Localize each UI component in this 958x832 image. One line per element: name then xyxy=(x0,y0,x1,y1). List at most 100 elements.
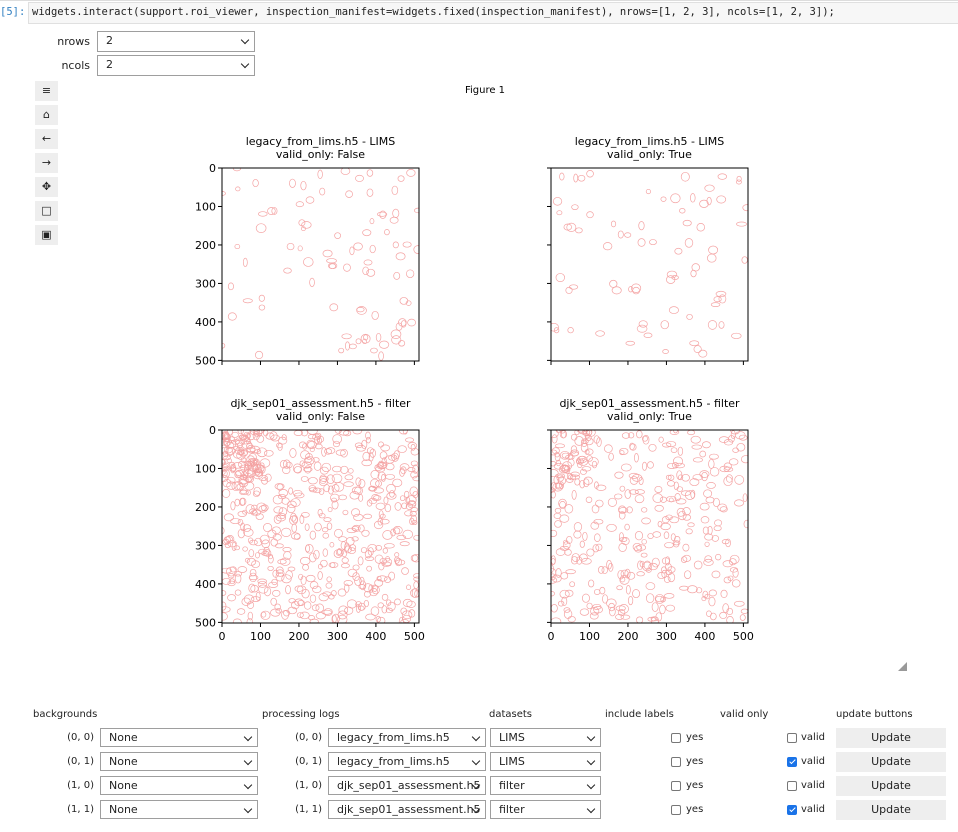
roi xyxy=(226,481,237,490)
roi xyxy=(360,333,371,344)
update-button[interactable]: Update xyxy=(836,776,946,796)
checkbox[interactable] xyxy=(671,757,681,767)
dropdown[interactable]: None xyxy=(100,752,258,771)
toolbar-button[interactable]: ▣ xyxy=(35,225,58,245)
checkbox[interactable] xyxy=(671,733,681,743)
roi xyxy=(690,193,696,203)
roi xyxy=(736,221,747,227)
roi xyxy=(708,596,716,607)
roi xyxy=(323,517,332,522)
roi xyxy=(255,223,267,233)
roi xyxy=(305,453,313,460)
checkbox[interactable] xyxy=(787,757,797,767)
roi xyxy=(337,610,348,620)
roi xyxy=(375,502,386,510)
checkbox[interactable] xyxy=(671,781,681,791)
roi xyxy=(685,528,693,535)
roi xyxy=(318,593,329,602)
figure: Figure 1 legacy_from_lims.h5 - LIMSvalid… xyxy=(195,85,907,671)
roi xyxy=(379,451,388,460)
roi xyxy=(239,489,249,496)
toolbar-button[interactable]: ✥ xyxy=(35,177,58,197)
toolbar-button[interactable]: ⌂ xyxy=(35,105,58,125)
roi xyxy=(268,581,279,588)
toolbar-button[interactable]: □ xyxy=(35,201,58,221)
roi xyxy=(313,549,320,560)
update-button[interactable]: Update xyxy=(836,800,946,820)
roi xyxy=(670,193,681,204)
roi xyxy=(243,594,255,604)
roi xyxy=(278,436,288,445)
roi xyxy=(593,588,601,595)
resize-handle[interactable] xyxy=(898,662,907,671)
roi xyxy=(315,612,326,620)
roi xyxy=(358,479,366,488)
dropdown[interactable]: None xyxy=(100,728,258,747)
toolbar-button[interactable]: ≡ xyxy=(35,81,58,101)
dropdown[interactable]: None xyxy=(100,800,258,819)
roi xyxy=(312,487,322,494)
dropdown[interactable]: djk_sep01_assessment.h5 xyxy=(328,800,486,819)
roi xyxy=(413,576,419,582)
update-button[interactable]: Update xyxy=(836,752,946,772)
roi xyxy=(315,443,323,450)
roi xyxy=(300,450,310,460)
roi xyxy=(241,471,249,478)
roi xyxy=(251,509,262,516)
dropdown[interactable]: LIMS xyxy=(490,728,601,747)
roi xyxy=(231,542,237,551)
y-tick-label: 300 xyxy=(195,539,216,552)
roi xyxy=(732,568,739,578)
toolbar-button[interactable]: ← xyxy=(35,129,58,149)
roi xyxy=(551,461,557,467)
roi xyxy=(652,531,662,538)
roi xyxy=(641,539,647,545)
checkbox[interactable] xyxy=(671,805,681,815)
dropdown[interactable]: filter xyxy=(490,800,601,819)
roi xyxy=(659,496,668,503)
roi xyxy=(261,550,270,556)
roi xyxy=(659,604,666,615)
roi xyxy=(347,568,358,577)
roi xyxy=(408,609,416,618)
roi xyxy=(699,502,710,511)
dropdown[interactable]: LIMS xyxy=(490,752,601,771)
roi xyxy=(726,607,734,616)
dropdown[interactable]: None xyxy=(100,776,258,795)
roi xyxy=(595,543,603,551)
roi xyxy=(365,436,371,444)
roi xyxy=(669,516,680,524)
roi xyxy=(731,579,741,588)
dropdown[interactable]: djk_sep01_assessment.h5 xyxy=(328,776,486,795)
roi xyxy=(407,442,418,450)
roi xyxy=(649,239,657,246)
dropdown[interactable]: legacy_from_lims.h5 xyxy=(328,728,486,747)
checkbox[interactable] xyxy=(787,733,797,743)
toolbar-button[interactable]: → xyxy=(35,153,58,173)
roi xyxy=(394,598,401,606)
dropdown[interactable]: legacy_from_lims.h5 xyxy=(328,752,486,771)
roi xyxy=(730,430,736,439)
roi xyxy=(302,564,310,571)
roi xyxy=(693,345,702,353)
roi xyxy=(706,482,716,489)
roi xyxy=(369,218,375,225)
roi xyxy=(234,589,242,596)
roi xyxy=(626,571,636,580)
dropdown[interactable]: filter xyxy=(490,776,601,795)
roi xyxy=(573,173,579,183)
roi xyxy=(271,526,281,535)
update-button[interactable]: Update xyxy=(836,728,946,748)
code-cell[interactable] xyxy=(28,2,958,24)
roi xyxy=(317,169,323,179)
roi xyxy=(677,446,684,456)
dropdown[interactable]: 2 xyxy=(97,31,255,52)
checkbox-label: yes xyxy=(686,804,704,815)
roi xyxy=(255,552,260,559)
checkbox[interactable] xyxy=(787,781,797,791)
roi xyxy=(691,263,700,272)
dropdown[interactable]: 2 xyxy=(97,55,255,76)
roi xyxy=(588,457,599,467)
checkbox[interactable] xyxy=(787,805,797,815)
roi xyxy=(552,197,563,206)
